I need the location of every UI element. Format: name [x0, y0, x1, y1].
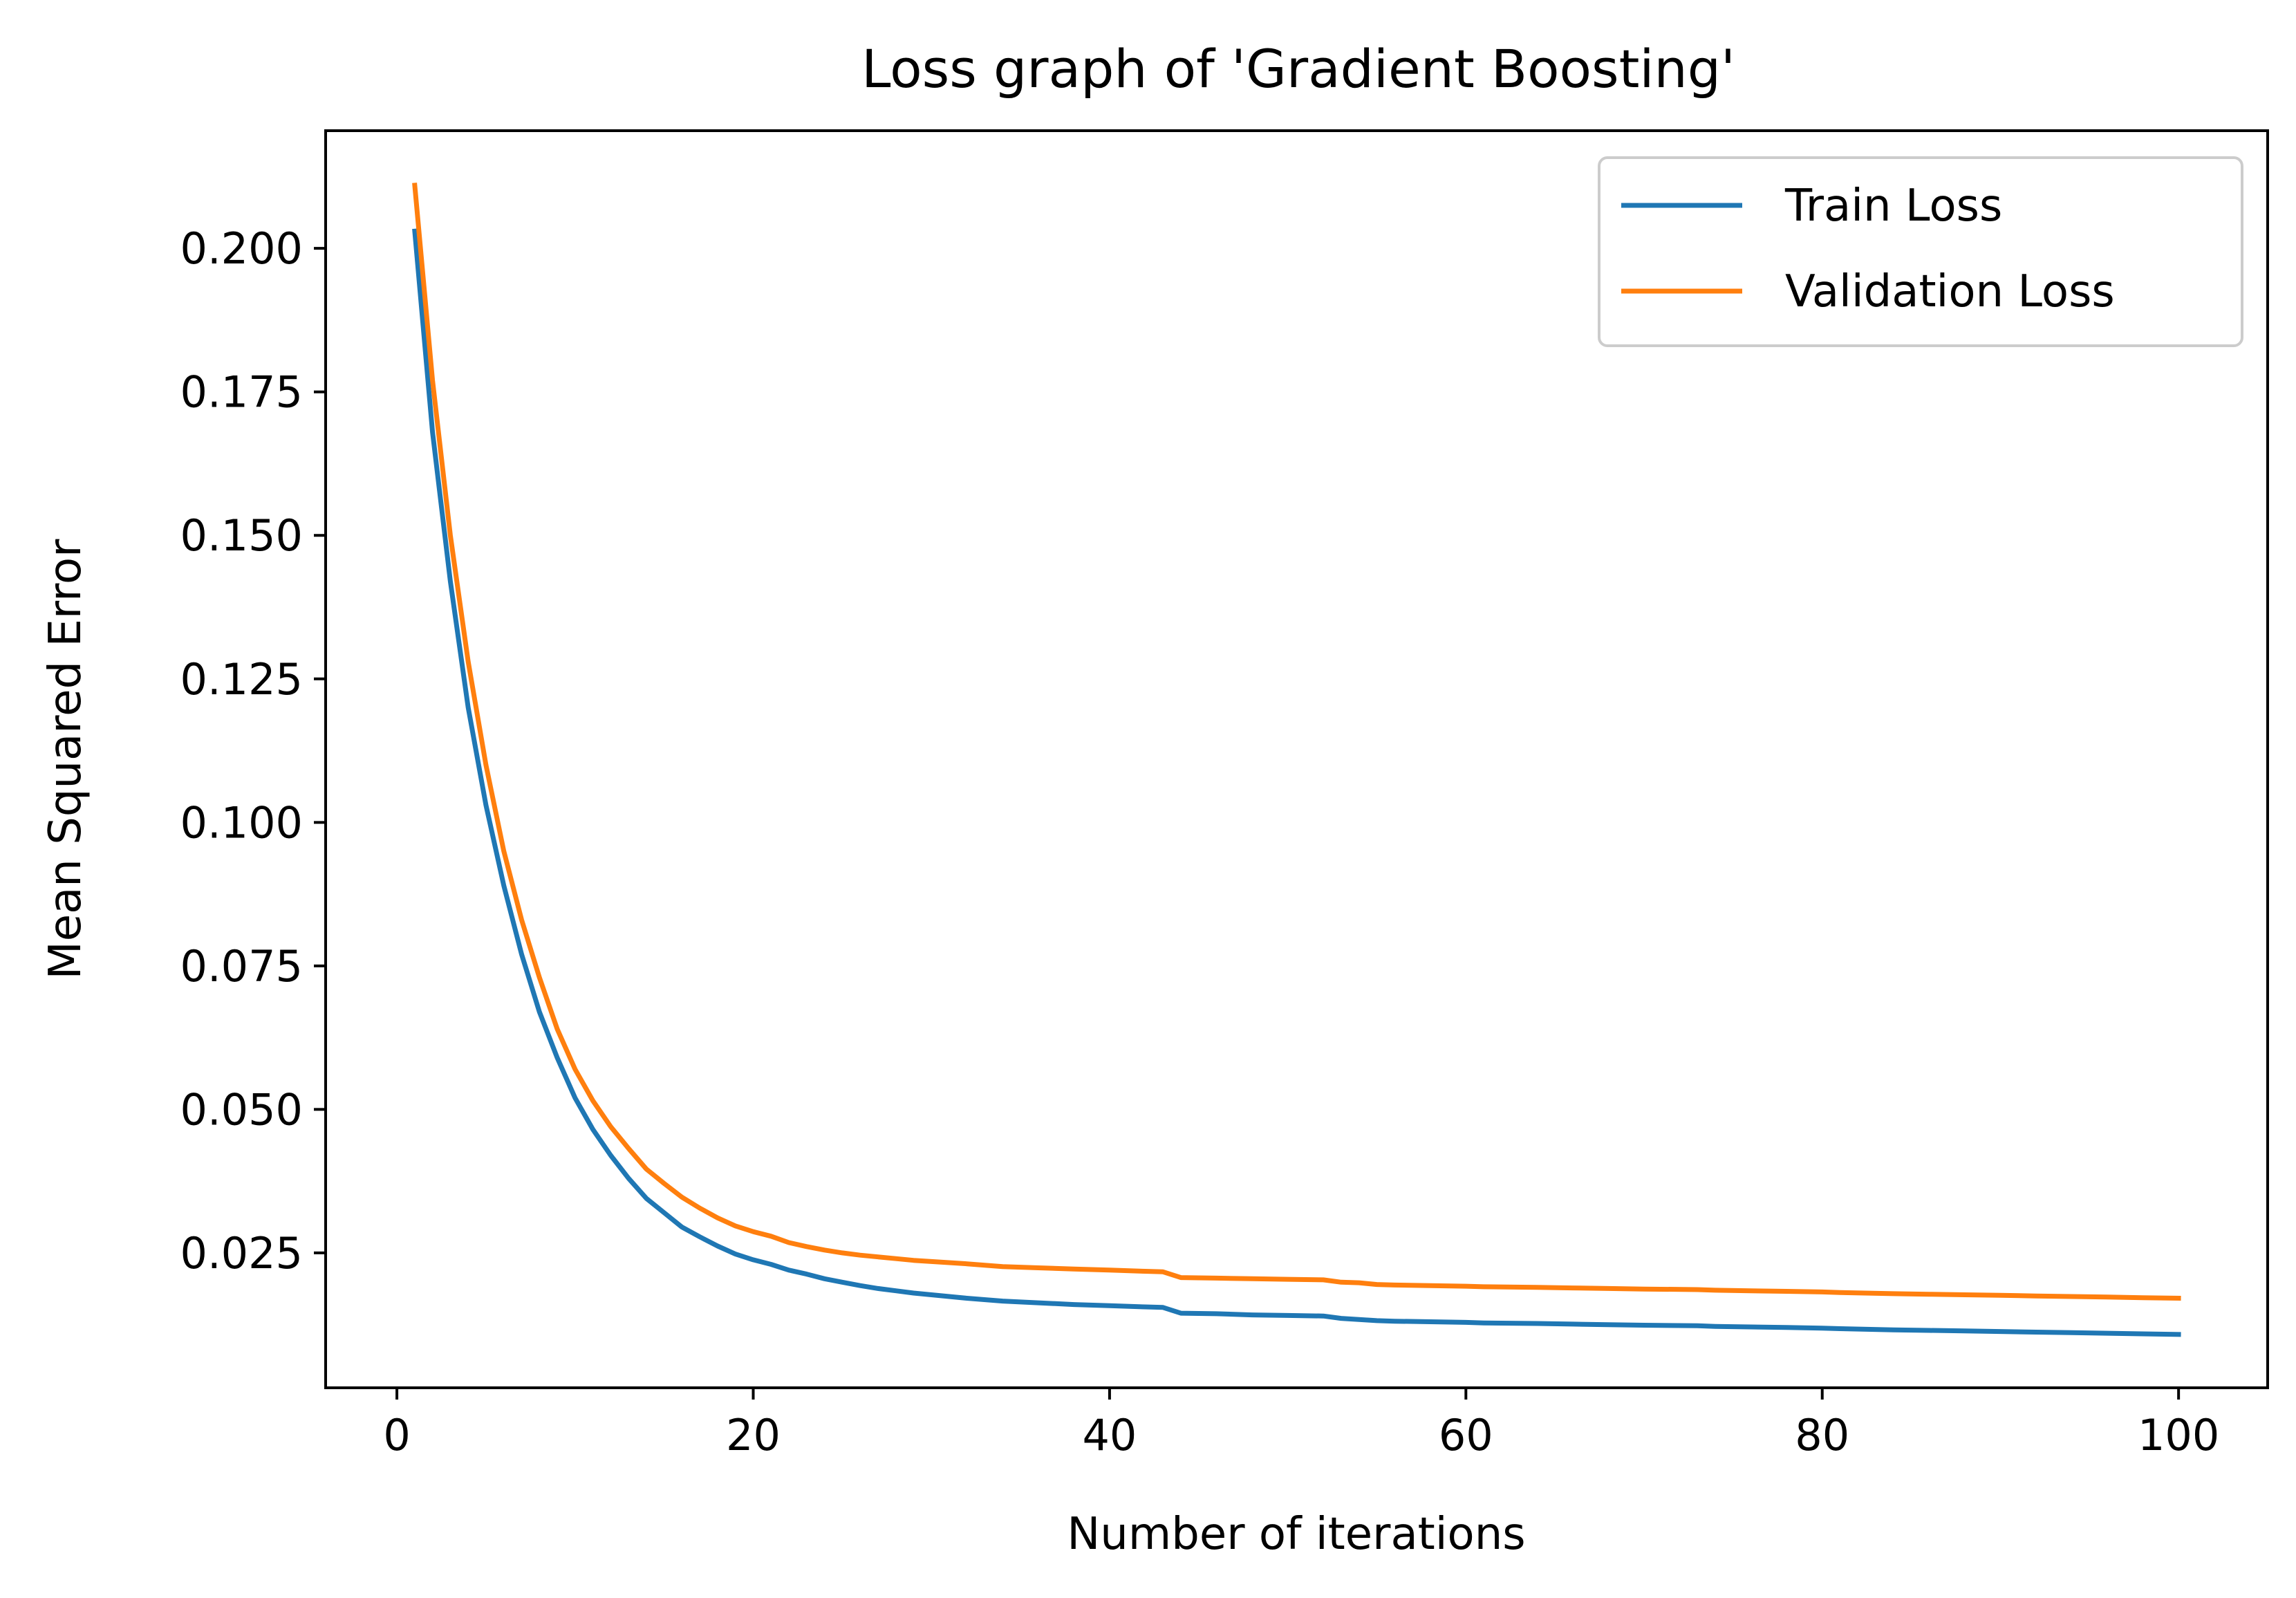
x-tick-label: 20	[726, 1410, 781, 1460]
y-tick-label: 0.200	[180, 223, 304, 274]
series-line-validation-loss	[412, 183, 2181, 1301]
y-axis-label: Mean Squared Error	[40, 539, 91, 980]
x-tick-label: 40	[1082, 1410, 1137, 1460]
x-tick-label: 80	[1795, 1410, 1849, 1460]
x-axis-label: Number of iterations	[1067, 1509, 1525, 1560]
series-layer	[412, 183, 2181, 1337]
legend-label-validation-loss: Validation Loss	[1785, 266, 2115, 317]
legend: Train Loss Validation Loss	[1598, 156, 2243, 347]
legend-box	[1598, 156, 2243, 347]
y-axis-ticks: 0.025 0.050 0.075 0.100 0.125 0.150 0.175 0.200	[180, 223, 326, 1279]
x-axis-ticks: 0 20 40 60 80 100	[383, 1388, 2219, 1460]
y-tick-label: 0.075	[180, 941, 304, 992]
y-tick-label: 0.150	[180, 510, 304, 561]
plot-frame	[324, 129, 2269, 1389]
x-tick-label: 60	[1439, 1410, 1493, 1460]
y-tick-label: 0.125	[180, 654, 304, 705]
x-tick-label: 0	[383, 1410, 410, 1460]
chart-title: Loss graph of 'Gradient Boosting'	[861, 38, 1735, 100]
y-tick-label: 0.025	[180, 1228, 304, 1279]
y-tick-label: 0.100	[180, 797, 304, 848]
y-tick-label: 0.175	[180, 367, 304, 418]
legend-label-train-loss: Train Loss	[1784, 180, 2002, 232]
y-tick-label: 0.050	[180, 1084, 304, 1135]
x-tick-label: 100	[2138, 1410, 2219, 1460]
series-line-train-loss	[412, 228, 2181, 1337]
